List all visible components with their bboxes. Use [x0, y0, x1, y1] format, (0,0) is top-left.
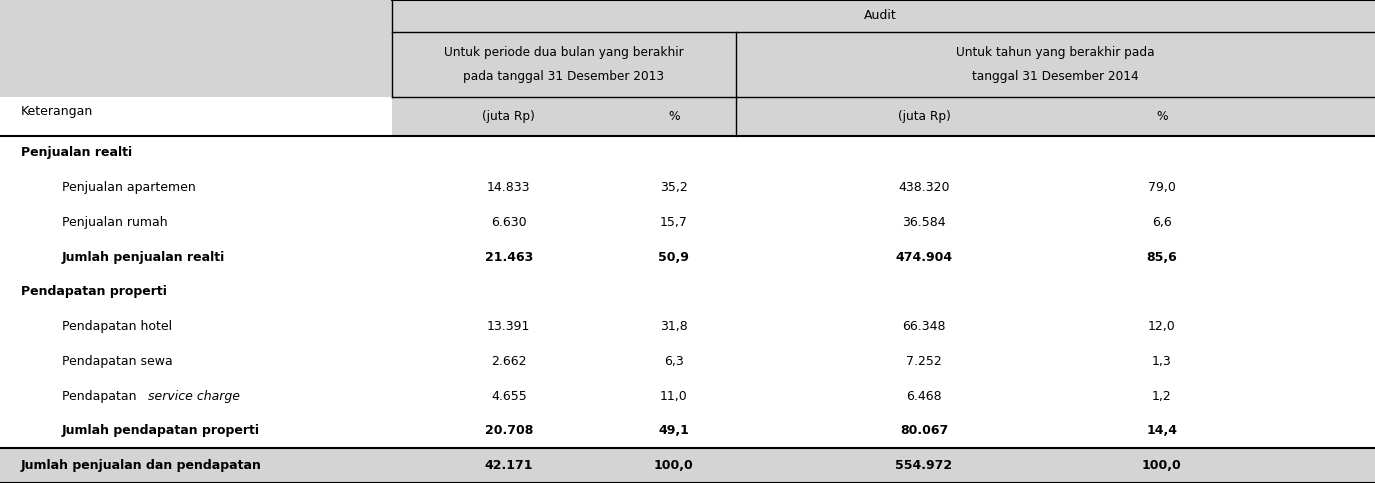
Text: 13.391: 13.391 [487, 320, 531, 333]
Bar [0, 344, 1375, 379]
Text: %: % [668, 110, 679, 123]
Text: Pendapatan: Pendapatan [62, 390, 140, 403]
Bar [392, 0, 1375, 32]
Text: Penjualan realti: Penjualan realti [21, 146, 132, 159]
Text: Jumlah penjualan realti: Jumlah penjualan realti [62, 251, 226, 264]
Text: 79,0: 79,0 [1148, 181, 1176, 194]
Text: 6.630: 6.630 [491, 216, 527, 229]
Text: 438.320: 438.320 [898, 181, 950, 194]
Bar [0, 205, 1375, 240]
Text: Pendapatan sewa: Pendapatan sewa [62, 355, 173, 368]
Text: Pendapatan properti: Pendapatan properti [21, 285, 166, 298]
Text: 80.067: 80.067 [899, 425, 949, 438]
Text: 66.348: 66.348 [902, 320, 946, 333]
Text: 6.468: 6.468 [906, 390, 942, 403]
Text: 35,2: 35,2 [660, 181, 688, 194]
Bar [0, 274, 1375, 309]
Text: 474.904: 474.904 [895, 251, 953, 264]
Text: 1,2: 1,2 [1152, 390, 1172, 403]
Text: 11,0: 11,0 [660, 390, 688, 403]
Text: Penjualan apartemen: Penjualan apartemen [62, 181, 195, 194]
Text: 4.655: 4.655 [491, 390, 527, 403]
Text: 12,0: 12,0 [1148, 320, 1176, 333]
Text: pada tanggal 31 Desember 2013: pada tanggal 31 Desember 2013 [463, 70, 664, 83]
Text: Jumlah penjualan dan pendapatan: Jumlah penjualan dan pendapatan [21, 459, 261, 472]
Text: 49,1: 49,1 [659, 425, 689, 438]
Bar [392, 98, 1375, 136]
Text: Penjualan rumah: Penjualan rumah [62, 216, 168, 229]
Text: Pendapatan hotel: Pendapatan hotel [62, 320, 172, 333]
Text: 7.252: 7.252 [906, 355, 942, 368]
Bar [0, 379, 1375, 413]
Text: (juta Rp): (juta Rp) [898, 110, 950, 123]
Text: 554.972: 554.972 [895, 459, 953, 472]
Text: %: % [1156, 110, 1167, 123]
Text: Untuk periode dua bulan yang berakhir: Untuk periode dua bulan yang berakhir [444, 46, 683, 59]
Text: service charge: service charge [148, 390, 241, 403]
Text: 14.833: 14.833 [487, 181, 531, 194]
Text: 1,3: 1,3 [1152, 355, 1172, 368]
Text: 14,4: 14,4 [1147, 425, 1177, 438]
Text: 31,8: 31,8 [660, 320, 688, 333]
Text: 6,6: 6,6 [1152, 216, 1172, 229]
Text: (juta Rp): (juta Rp) [483, 110, 535, 123]
Text: Jumlah pendapatan properti: Jumlah pendapatan properti [62, 425, 260, 438]
Text: 100,0: 100,0 [654, 459, 693, 472]
Text: Keterangan: Keterangan [21, 105, 94, 118]
Text: 21.463: 21.463 [484, 251, 534, 264]
Text: 20.708: 20.708 [484, 425, 534, 438]
Text: 85,6: 85,6 [1147, 251, 1177, 264]
Text: 15,7: 15,7 [660, 216, 688, 229]
Bar [0, 448, 1375, 483]
Bar [0, 170, 1375, 205]
Bar [0, 136, 1375, 170]
Text: 36.584: 36.584 [902, 216, 946, 229]
Bar [0, 0, 392, 98]
Text: 100,0: 100,0 [1143, 459, 1181, 472]
Text: 6,3: 6,3 [664, 355, 683, 368]
Text: Untuk tahun yang berakhir pada: Untuk tahun yang berakhir pada [956, 46, 1155, 59]
Text: 50,9: 50,9 [659, 251, 689, 264]
Bar [0, 413, 1375, 448]
Bar [0, 240, 1375, 274]
Bar [0, 309, 1375, 344]
Text: 42.171: 42.171 [484, 459, 534, 472]
Text: Audit: Audit [864, 9, 896, 22]
Text: 2.662: 2.662 [491, 355, 527, 368]
Bar [392, 32, 1375, 98]
Text: tanggal 31 Desember 2014: tanggal 31 Desember 2014 [972, 70, 1138, 83]
